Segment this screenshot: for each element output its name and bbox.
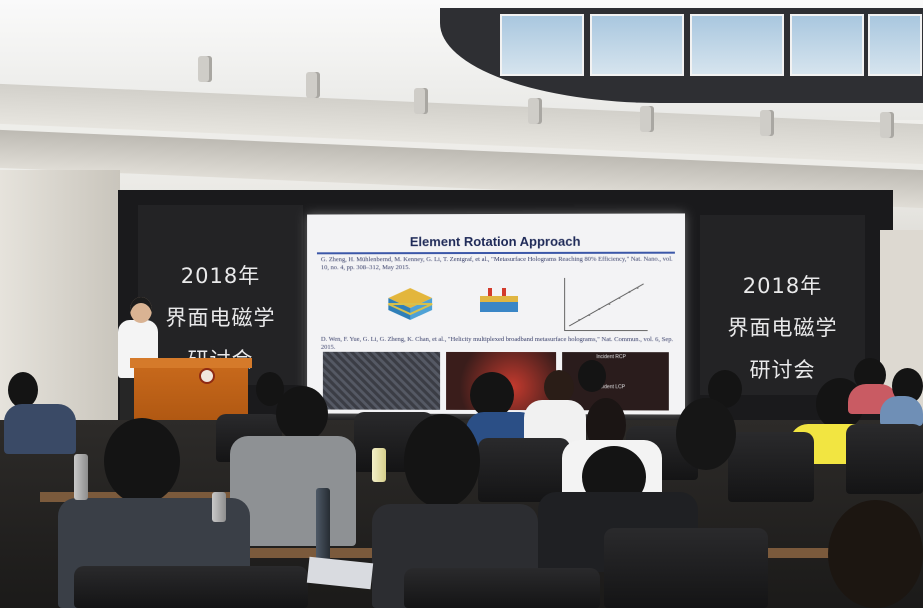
speaker-head — [130, 297, 152, 323]
water-bottle — [316, 488, 330, 562]
nanorod-figure — [476, 284, 522, 320]
water-bottle — [74, 454, 88, 500]
right-banner: 2018年 界面电磁学 研讨会 — [700, 215, 865, 395]
sem-image-panel — [323, 352, 440, 410]
water-bottle — [212, 492, 226, 522]
water-bottle — [372, 448, 386, 482]
audience-member-body — [4, 404, 76, 454]
chair — [404, 568, 600, 608]
slide-reference-2: D. Wen, F. Yue, G. Li, G. Zheng, K. Chan… — [321, 336, 677, 352]
banner-year: 2018年 — [138, 260, 303, 290]
audience-member — [676, 398, 736, 470]
lectern-top — [130, 358, 252, 368]
panel-label-rcp: Incident RCP — [596, 354, 626, 360]
metasurface-unit-cell-figure — [384, 280, 436, 324]
banner-year: 2018年 — [700, 270, 865, 300]
slide-reference-1: G. Zheng, H. Mühlenbernd, M. Kenney, G. … — [321, 256, 677, 273]
banner-title: 界面电磁学 — [700, 312, 865, 342]
wall-lamp — [528, 98, 542, 124]
audience-member — [104, 418, 180, 504]
efficiency-plot — [564, 278, 648, 331]
skylight-pane — [690, 14, 784, 76]
audience-member — [276, 386, 328, 442]
audience-member — [544, 370, 574, 404]
wall-lamp — [760, 110, 774, 136]
chair — [846, 424, 923, 494]
audience-member — [828, 500, 923, 608]
audience-member — [8, 372, 38, 408]
audience-member — [404, 414, 480, 508]
wall-lamp — [640, 106, 654, 132]
skylight-pane — [590, 14, 684, 76]
slide-title-rule — [317, 252, 675, 255]
chair — [74, 566, 308, 608]
wall-lamp — [306, 72, 320, 98]
skylight-pane — [500, 14, 584, 76]
skylight-pane — [868, 14, 922, 76]
slide-title: Element Rotation Approach — [307, 234, 685, 250]
chair — [728, 432, 814, 502]
wall-lamp — [414, 88, 428, 114]
wall-lamp — [880, 112, 894, 138]
wall-lamp — [198, 56, 212, 82]
chair — [604, 528, 768, 608]
banner-title: 界面电磁学 — [138, 302, 303, 332]
skylight-pane — [790, 14, 864, 76]
audience-member-body — [880, 396, 923, 426]
audience-member — [578, 360, 606, 392]
lectern-emblem — [199, 368, 215, 384]
